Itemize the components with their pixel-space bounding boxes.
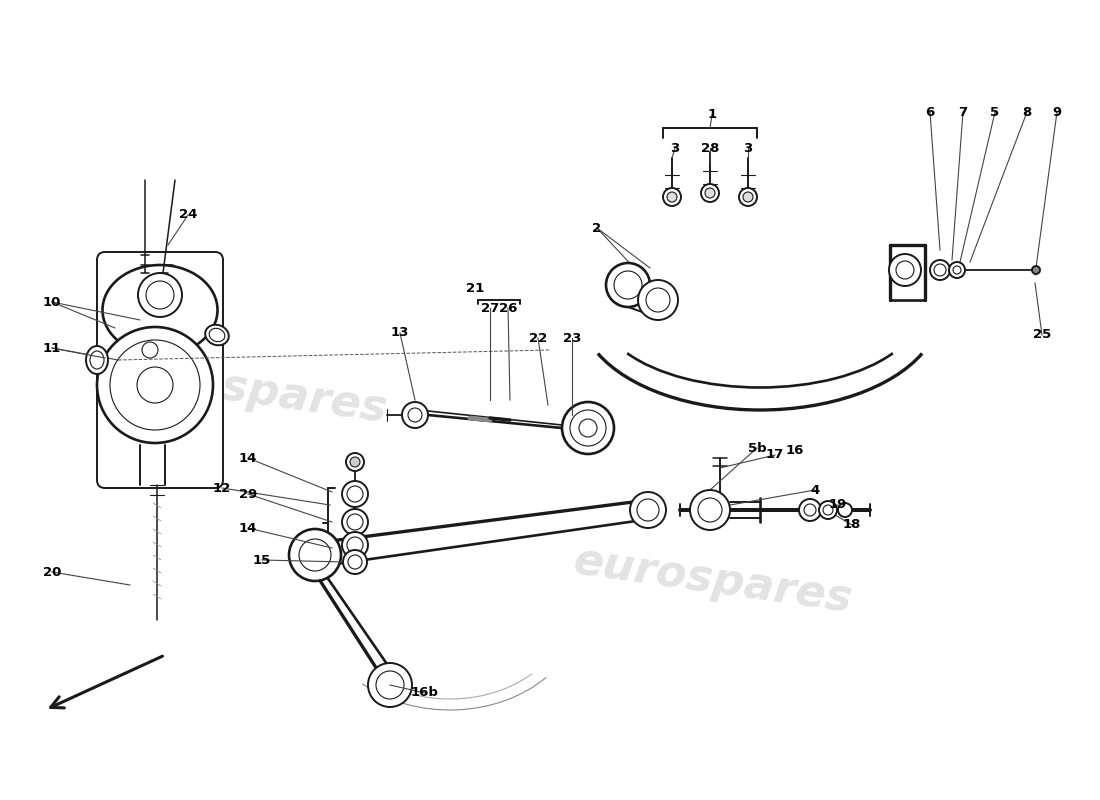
Ellipse shape bbox=[344, 490, 366, 498]
Text: 18: 18 bbox=[843, 518, 861, 531]
Circle shape bbox=[804, 504, 816, 516]
Text: 25: 25 bbox=[1033, 329, 1052, 342]
Circle shape bbox=[823, 505, 833, 515]
Circle shape bbox=[350, 457, 360, 467]
Circle shape bbox=[570, 410, 606, 446]
Circle shape bbox=[376, 671, 404, 699]
Text: 15: 15 bbox=[253, 554, 271, 566]
Text: 3: 3 bbox=[744, 142, 752, 154]
Text: 9: 9 bbox=[1053, 106, 1062, 118]
Circle shape bbox=[638, 280, 678, 320]
Circle shape bbox=[342, 481, 369, 507]
Circle shape bbox=[742, 192, 754, 202]
Circle shape bbox=[402, 402, 428, 428]
Circle shape bbox=[346, 486, 363, 502]
Text: 13: 13 bbox=[390, 326, 409, 339]
Text: 26: 26 bbox=[498, 302, 517, 314]
Text: 7: 7 bbox=[958, 106, 968, 118]
Text: 27: 27 bbox=[481, 302, 499, 314]
Circle shape bbox=[930, 260, 950, 280]
Text: 19: 19 bbox=[829, 498, 847, 511]
Text: 10: 10 bbox=[43, 295, 62, 309]
Ellipse shape bbox=[209, 328, 224, 342]
Text: 14: 14 bbox=[239, 451, 257, 465]
Circle shape bbox=[346, 453, 364, 471]
Text: 2: 2 bbox=[593, 222, 602, 234]
Circle shape bbox=[342, 509, 369, 535]
Circle shape bbox=[1032, 266, 1040, 274]
Text: 28: 28 bbox=[701, 142, 719, 154]
Circle shape bbox=[820, 501, 837, 519]
Text: 4: 4 bbox=[811, 483, 819, 497]
Circle shape bbox=[698, 498, 722, 522]
Text: 20: 20 bbox=[43, 566, 62, 578]
Circle shape bbox=[838, 503, 853, 517]
Text: eurospares: eurospares bbox=[570, 539, 855, 621]
Circle shape bbox=[299, 539, 331, 571]
Text: 21: 21 bbox=[466, 282, 484, 294]
Circle shape bbox=[739, 188, 757, 206]
Circle shape bbox=[630, 492, 666, 528]
Circle shape bbox=[142, 342, 158, 358]
Circle shape bbox=[562, 402, 614, 454]
Text: 23: 23 bbox=[563, 331, 581, 345]
Text: 14: 14 bbox=[239, 522, 257, 534]
Circle shape bbox=[343, 550, 367, 574]
Text: 11: 11 bbox=[43, 342, 62, 354]
Text: 29: 29 bbox=[239, 487, 257, 501]
Circle shape bbox=[953, 266, 961, 274]
Text: 17: 17 bbox=[766, 449, 784, 462]
Circle shape bbox=[705, 188, 715, 198]
Ellipse shape bbox=[90, 351, 104, 369]
Circle shape bbox=[146, 281, 174, 309]
Circle shape bbox=[138, 273, 182, 317]
Text: 5b: 5b bbox=[748, 442, 767, 454]
Circle shape bbox=[667, 192, 676, 202]
Ellipse shape bbox=[86, 346, 108, 374]
Text: 24: 24 bbox=[179, 209, 197, 222]
Circle shape bbox=[110, 340, 200, 430]
Circle shape bbox=[934, 264, 946, 276]
Text: eurospares: eurospares bbox=[104, 349, 389, 431]
Circle shape bbox=[289, 529, 341, 581]
Circle shape bbox=[346, 514, 363, 530]
Text: 6: 6 bbox=[925, 106, 935, 118]
Circle shape bbox=[368, 663, 412, 707]
Text: 1: 1 bbox=[707, 109, 716, 122]
Circle shape bbox=[579, 419, 597, 437]
Circle shape bbox=[949, 262, 965, 278]
Text: 22: 22 bbox=[529, 331, 547, 345]
Circle shape bbox=[342, 532, 369, 558]
Circle shape bbox=[614, 271, 642, 299]
Circle shape bbox=[138, 367, 173, 403]
Text: 8: 8 bbox=[1022, 106, 1032, 118]
Text: 12: 12 bbox=[213, 482, 231, 494]
Circle shape bbox=[606, 263, 650, 307]
Circle shape bbox=[690, 490, 730, 530]
Text: 16: 16 bbox=[785, 443, 804, 457]
Circle shape bbox=[896, 261, 914, 279]
Ellipse shape bbox=[344, 541, 366, 549]
Circle shape bbox=[646, 288, 670, 312]
Ellipse shape bbox=[206, 325, 229, 346]
Circle shape bbox=[701, 184, 719, 202]
Circle shape bbox=[637, 499, 659, 521]
Circle shape bbox=[348, 555, 362, 569]
Circle shape bbox=[889, 254, 921, 286]
Text: 3: 3 bbox=[670, 142, 680, 154]
Circle shape bbox=[799, 499, 821, 521]
Text: 5: 5 bbox=[990, 106, 1000, 118]
Text: 16b: 16b bbox=[411, 686, 439, 699]
Circle shape bbox=[97, 327, 213, 443]
Circle shape bbox=[663, 188, 681, 206]
Circle shape bbox=[408, 408, 422, 422]
FancyBboxPatch shape bbox=[97, 252, 223, 488]
Circle shape bbox=[346, 537, 363, 553]
